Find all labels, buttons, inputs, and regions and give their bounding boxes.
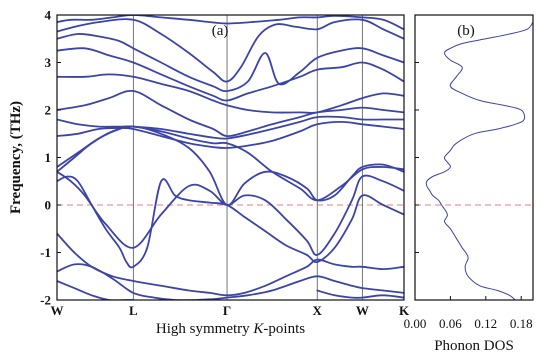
phonon-band [57, 121, 404, 149]
phonon-band [316, 289, 404, 299]
phonon-band [57, 115, 404, 140]
dos-x-tick-label: 0.12 [474, 316, 497, 331]
high-symmetry-lines [132, 15, 363, 300]
band-plot-frame [56, 14, 405, 301]
x-axis-label-italic: K [252, 321, 264, 337]
dos-line [425, 21, 533, 300]
dos-x-tick-label: 0.06 [439, 316, 462, 331]
phonon-band [57, 15, 404, 31]
panel-label-b: (b) [457, 23, 475, 39]
x-axis-label-suffix: -points [263, 321, 305, 337]
y-axis-label: Frequency, (THz) [8, 101, 24, 214]
frequency-ticks: -2 -1 0 1 2 3 4 [40, 8, 61, 308]
frequency-tick-label: -1 [40, 245, 51, 260]
dos-x-axis-label: Phonon DOS [434, 338, 514, 354]
phonon-band [57, 18, 404, 83]
dos-y-ticks [415, 14, 419, 301]
phonon-band [57, 89, 404, 138]
dos-panel: 0.00 0.06 0.12 0.18 (b) Phonon DOS [404, 14, 534, 354]
dos-x-tick-label: 0.18 [510, 316, 533, 331]
phonon-band [57, 73, 404, 114]
kpoint-label: Γ [223, 303, 231, 318]
phonon-bands [57, 15, 404, 300]
phonon-band [57, 280, 135, 300]
frequency-tick-label: 3 [45, 55, 52, 70]
x-axis-label: High symmetry K-points [156, 321, 305, 337]
dos-plot-frame [414, 14, 534, 301]
dos-curve [425, 21, 533, 300]
frequency-tick-label: -2 [40, 293, 51, 308]
phonon-band [57, 170, 404, 256]
phonon-band [57, 232, 404, 297]
kpoint-label: W [356, 303, 369, 318]
kpoint-label: L [129, 303, 138, 318]
kpoint-label: W [51, 303, 64, 318]
kpoint-label: K [399, 303, 410, 318]
phonon-band [57, 263, 404, 300]
x-axis-label-prefix: High symmetry [156, 321, 254, 337]
dos-x-tick-label: 0.00 [404, 316, 427, 331]
dos-x-ticks: 0.00 0.06 0.12 0.18 [404, 296, 533, 331]
phonon-band [57, 47, 404, 102]
kpoint-label: X [313, 303, 323, 318]
frequency-tick-label: 4 [45, 8, 52, 23]
phonon-band [57, 125, 404, 206]
phonon-band [57, 33, 404, 93]
panel-label-a: (a) [212, 23, 229, 39]
frequency-tick-label: 0 [45, 198, 52, 213]
frequency-tick-label: 2 [45, 103, 52, 118]
phonon-band [57, 175, 404, 269]
frequency-tick-label: 1 [45, 150, 52, 165]
